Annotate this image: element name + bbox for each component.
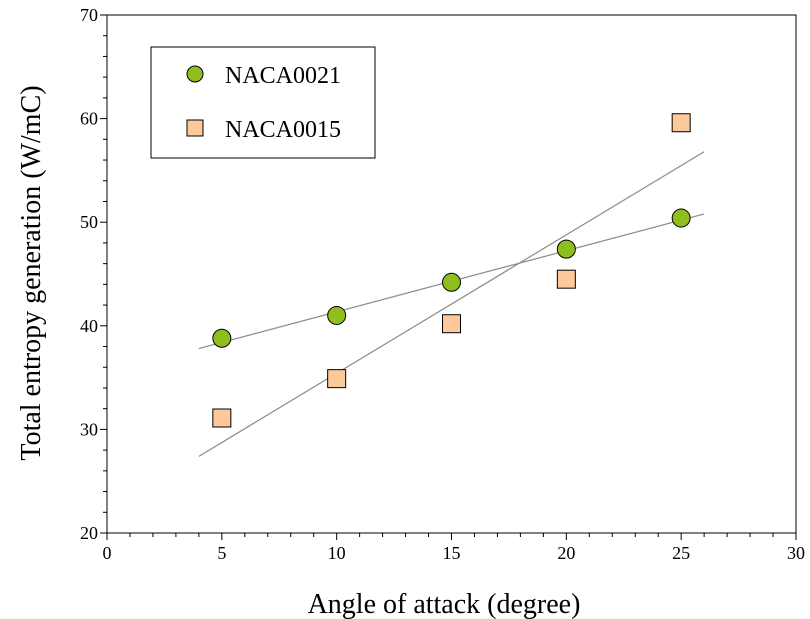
legend-marker-naca0021	[186, 65, 204, 83]
y-tick-label: 50	[80, 212, 98, 232]
legend-label-naca0015: NACA0015	[225, 117, 341, 143]
point-naca0015	[671, 113, 691, 133]
point-naca0021	[556, 239, 576, 259]
y-axis-title: Total entropy generation (W/mC)	[16, 85, 47, 460]
trendlines	[198, 151, 705, 457]
trendline-naca0015	[198, 151, 705, 457]
point-naca0021	[671, 208, 691, 228]
legend: NACA0021 NACA0015	[150, 46, 376, 159]
x-tick-label: 15	[443, 543, 461, 563]
point-naca0021	[212, 328, 232, 348]
x-tick-label: 5	[217, 543, 226, 563]
x-tick-label: 25	[672, 543, 690, 563]
point-naca0021	[442, 272, 461, 292]
tick-labels: 0 5 10 15 20 25 30 20 30 40 50 60 70	[80, 5, 805, 563]
point-naca0015	[556, 269, 576, 289]
plot-area	[106, 14, 797, 534]
y-tick-label: 60	[80, 109, 98, 129]
y-tick-label: 70	[80, 5, 98, 25]
y-tick-label: 40	[80, 316, 98, 336]
x-tick-label: 20	[557, 543, 575, 563]
x-tick-label: 0	[103, 543, 112, 563]
y-tick-label: 30	[80, 419, 98, 439]
legend-box	[150, 46, 376, 159]
legend-label-naca0021: NACA0021	[225, 63, 341, 89]
y-tick-label: 20	[80, 523, 98, 543]
point-naca0015	[442, 314, 461, 334]
legend-marker-naca0015	[186, 119, 204, 137]
point-naca0021	[327, 305, 347, 325]
axis-ticks	[100, 14, 797, 540]
point-naca0015	[212, 408, 232, 428]
x-tick-label: 10	[328, 543, 346, 563]
data-markers	[212, 113, 691, 428]
x-axis-title: Angle of attack (degree)	[308, 589, 581, 619]
x-tick-label: 30	[787, 543, 805, 563]
point-naca0015	[327, 369, 347, 389]
